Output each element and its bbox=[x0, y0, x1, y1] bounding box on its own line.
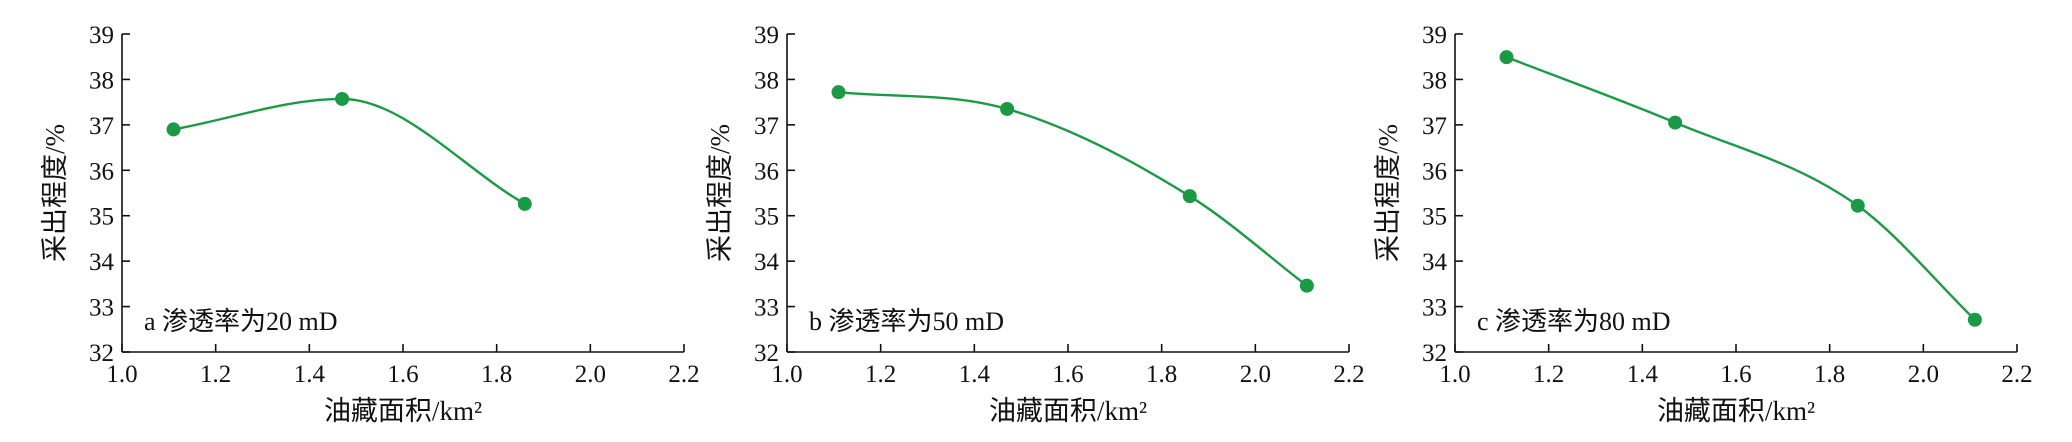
y-tick-label: 38 bbox=[1422, 67, 1447, 94]
y-tick-label: 32 bbox=[1422, 340, 1447, 367]
x-tick-label: 1.2 bbox=[1533, 361, 1564, 388]
data-point bbox=[517, 196, 532, 211]
chart-panel-a: 1.0 1.2 1.4 1.6 1.8 2.0 2.2 32 33 34 35 36 37 38 39 油藏面… bbox=[40, 22, 700, 426]
x-tick-label: 1.4 bbox=[294, 361, 326, 388]
y-axis-label: 采出程度/% bbox=[40, 124, 70, 262]
data-point bbox=[1000, 101, 1015, 116]
data-point bbox=[831, 85, 846, 100]
series-line bbox=[838, 90, 1308, 287]
x-axis-label: 油藏面积/km² bbox=[1657, 396, 1815, 426]
data-point bbox=[1182, 189, 1197, 204]
y-tick-label: 32 bbox=[89, 340, 114, 367]
chart-panel-b: 1.0 1.2 1.4 1.6 1.8 2.0 2.2 32 33 34 35 36 37 38 39 油藏面… bbox=[705, 22, 1365, 426]
y-tick-label: 32 bbox=[754, 340, 779, 367]
x-tick-label: 2.2 bbox=[1333, 361, 1364, 388]
series-line bbox=[173, 97, 526, 205]
y-tick-label: 36 bbox=[89, 158, 114, 185]
data-point bbox=[1668, 115, 1683, 130]
y-tick-label: 36 bbox=[754, 158, 779, 185]
x-tick-label: 1.0 bbox=[106, 361, 137, 388]
x-tick-label: 1.8 bbox=[1814, 361, 1845, 388]
x-tick-label: 1.8 bbox=[481, 361, 512, 388]
x-tick-label: 1.2 bbox=[200, 361, 231, 388]
x-axis-label: 油藏面积/km² bbox=[324, 396, 482, 426]
x-tick-label: 1.4 bbox=[1627, 361, 1659, 388]
y-tick-label: 37 bbox=[1422, 113, 1447, 140]
y-tick-label: 34 bbox=[89, 249, 115, 276]
x-tick-label: 1.6 bbox=[1052, 361, 1083, 388]
data-point bbox=[1299, 278, 1314, 293]
y-tick-label: 35 bbox=[754, 204, 779, 231]
y-tick-label: 39 bbox=[1422, 22, 1447, 49]
y-axis-label: 采出程度/% bbox=[705, 124, 735, 262]
y-tick-label: 35 bbox=[1422, 204, 1447, 231]
y-tick-label: 38 bbox=[754, 67, 779, 94]
x-tick-label: 1.8 bbox=[1146, 361, 1177, 388]
x-tick-label: 2.0 bbox=[1908, 361, 1939, 388]
y-tick-label: 37 bbox=[89, 113, 114, 140]
y-tick-label: 37 bbox=[754, 113, 779, 140]
series-line bbox=[1506, 56, 1976, 321]
x-tick-label: 2.2 bbox=[2001, 361, 2032, 388]
x-tick-label: 1.4 bbox=[959, 361, 991, 388]
y-tick-label: 33 bbox=[1422, 295, 1447, 322]
x-tick-label: 2.2 bbox=[668, 361, 699, 388]
x-tick-label: 2.0 bbox=[1240, 361, 1271, 388]
data-point bbox=[1967, 312, 1982, 327]
y-tick-label: 34 bbox=[754, 249, 780, 276]
y-axis-label: 采出程度/% bbox=[1373, 124, 1403, 262]
panel-annotation: a 渗透率为20 mD bbox=[144, 307, 338, 336]
data-point bbox=[1850, 198, 1865, 213]
y-tick-label: 36 bbox=[1422, 158, 1447, 185]
y-tick-label: 34 bbox=[1422, 249, 1448, 276]
y-tick-label: 39 bbox=[754, 22, 779, 49]
data-point bbox=[166, 122, 181, 137]
chart-panel-c: 1.0 1.2 1.4 1.6 1.8 2.0 2.2 32 33 34 35 36 37 38 39 油藏面… bbox=[1373, 22, 2033, 426]
x-tick-label: 1.0 bbox=[771, 361, 802, 388]
x-tick-label: 1.2 bbox=[865, 361, 896, 388]
y-tick-label: 35 bbox=[89, 204, 114, 231]
x-axis-label: 油藏面积/km² bbox=[989, 396, 1147, 426]
x-tick-label: 1.6 bbox=[1720, 361, 1751, 388]
x-tick-label: 1.6 bbox=[387, 361, 418, 388]
panel-annotation: c 渗透率为80 mD bbox=[1477, 307, 1671, 336]
data-point bbox=[1499, 50, 1514, 65]
y-tick-label: 39 bbox=[89, 22, 114, 49]
data-point bbox=[335, 91, 350, 106]
y-tick-label: 33 bbox=[754, 295, 779, 322]
y-tick-label: 33 bbox=[89, 295, 114, 322]
panel-annotation: b 渗透率为50 mD bbox=[809, 307, 1004, 336]
x-tick-label: 2.0 bbox=[575, 361, 606, 388]
x-tick-label: 1.0 bbox=[1439, 361, 1470, 388]
y-tick-label: 38 bbox=[89, 67, 114, 94]
